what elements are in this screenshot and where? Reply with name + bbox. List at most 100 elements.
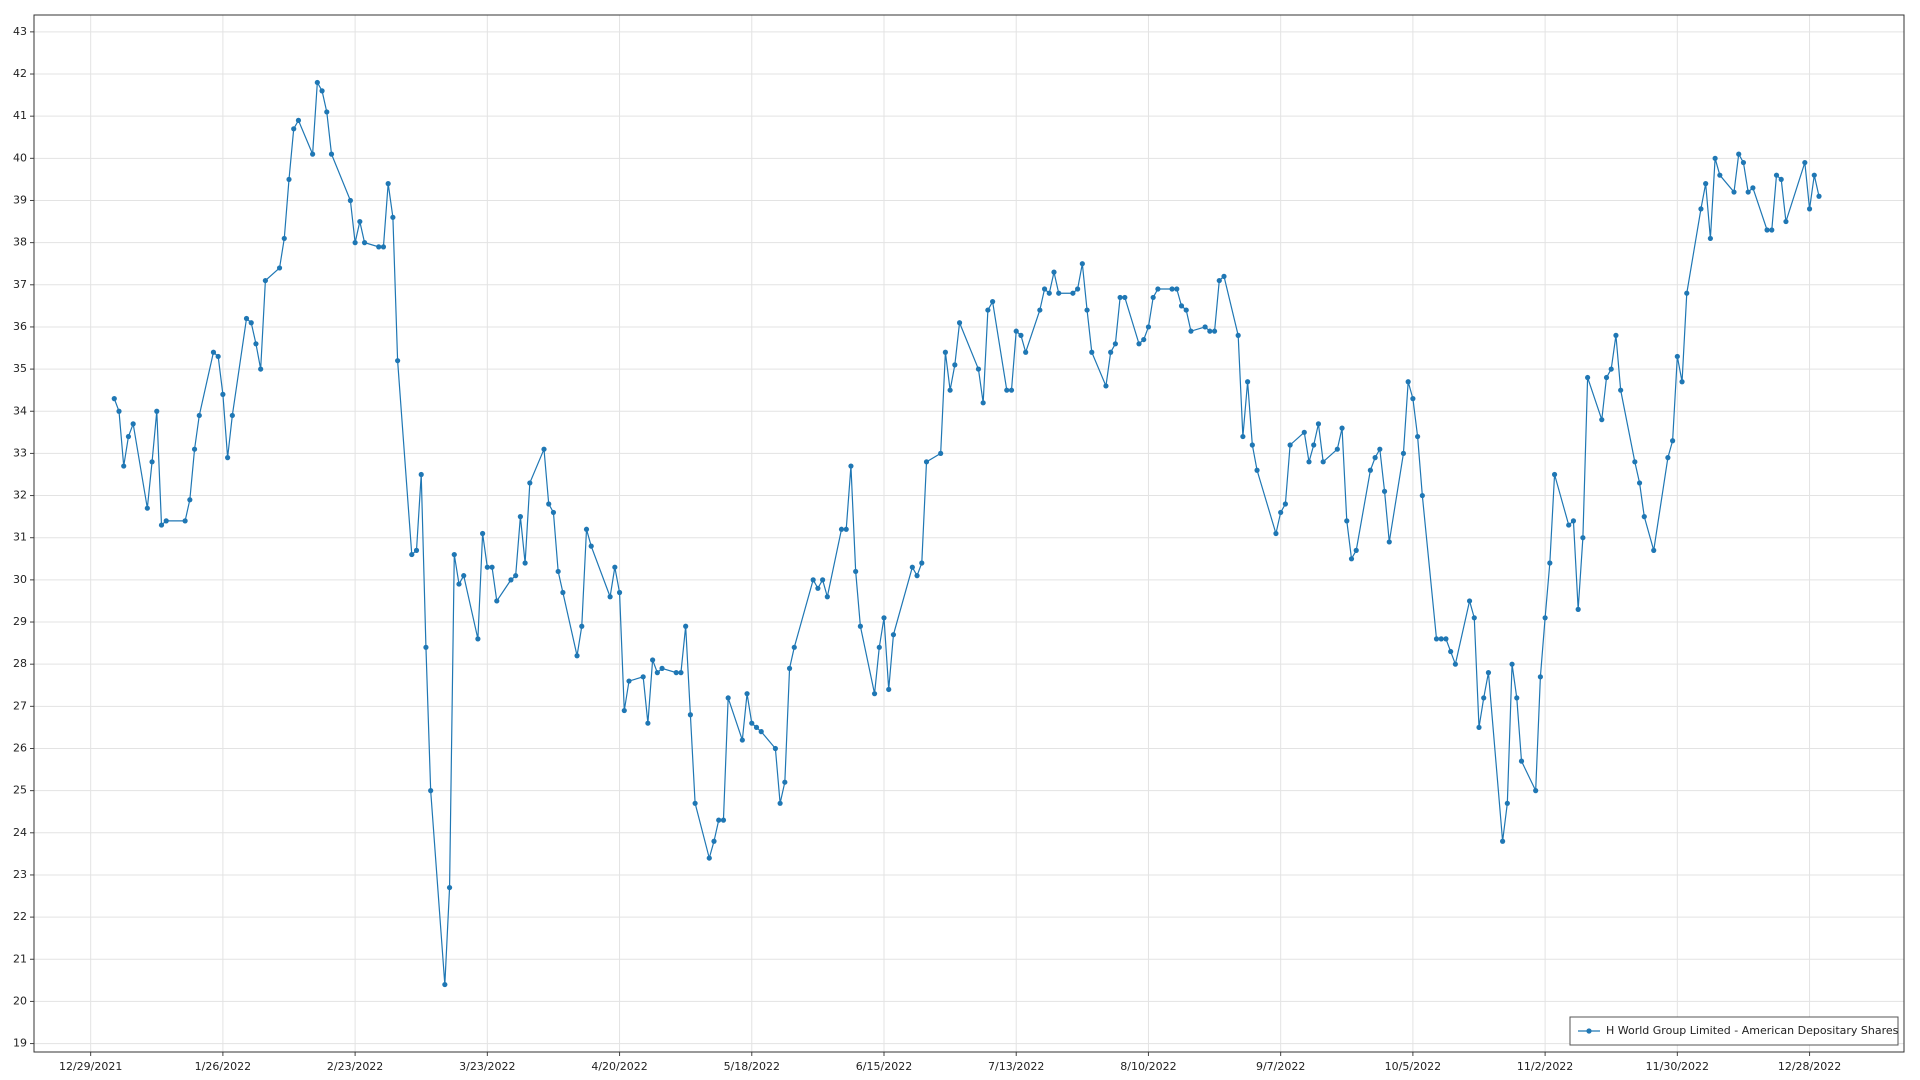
data-point	[706, 855, 712, 861]
data-point	[319, 88, 325, 94]
data-point	[1089, 349, 1095, 355]
data-point	[1315, 421, 1322, 427]
data-point	[1712, 155, 1718, 161]
data-point	[489, 564, 495, 570]
data-point	[347, 197, 353, 204]
data-point	[820, 577, 826, 583]
data-point	[758, 729, 764, 735]
data-point	[121, 463, 127, 469]
data-point	[409, 551, 415, 558]
data-point	[1122, 294, 1128, 301]
data-point	[1679, 379, 1685, 385]
data-point	[1481, 695, 1487, 701]
data-point	[1731, 189, 1737, 195]
data-point	[154, 408, 160, 414]
data-point	[1533, 788, 1539, 794]
data-point	[616, 589, 623, 596]
data-point	[1282, 501, 1288, 507]
data-point	[791, 644, 797, 650]
x-tick-label: 4/20/2022	[591, 1060, 647, 1073]
data-point	[1509, 661, 1515, 667]
data-point	[1476, 724, 1482, 731]
y-tick-label: 19	[13, 1037, 27, 1050]
data-point	[1613, 332, 1619, 338]
data-point	[1415, 433, 1421, 440]
data-point	[484, 564, 490, 570]
data-point	[286, 176, 292, 183]
data-point	[678, 670, 684, 676]
data-point	[1136, 341, 1142, 347]
y-tick-label: 34	[13, 404, 27, 417]
data-point	[881, 615, 887, 621]
data-point	[886, 686, 892, 693]
data-point	[550, 509, 557, 516]
x-tick-label: 7/13/2022	[988, 1060, 1044, 1073]
data-point	[546, 501, 552, 507]
data-point	[1575, 606, 1581, 612]
data-point	[314, 79, 320, 86]
data-point	[1405, 379, 1411, 385]
data-point	[810, 577, 816, 583]
data-point	[324, 109, 330, 115]
data-point	[1202, 324, 1208, 330]
y-tick-label: 42	[13, 67, 27, 80]
data-point	[187, 497, 193, 503]
data-point	[1273, 530, 1279, 537]
y-tick-label: 28	[13, 657, 27, 670]
data-point	[1150, 294, 1156, 301]
data-point	[1566, 522, 1572, 528]
data-point	[380, 244, 387, 250]
data-point	[1698, 206, 1704, 212]
data-point	[1580, 535, 1586, 541]
data-point	[574, 653, 580, 659]
data-point	[654, 670, 660, 676]
data-point	[1608, 366, 1614, 372]
data-point	[1306, 459, 1312, 465]
data-point	[890, 632, 897, 638]
data-point	[612, 564, 618, 570]
data-point	[555, 568, 561, 575]
data-point	[985, 307, 991, 313]
data-point	[1651, 547, 1657, 553]
x-tick-label: 9/7/2022	[1256, 1060, 1305, 1073]
data-point	[262, 277, 268, 284]
y-tick-label: 24	[13, 826, 27, 839]
data-point	[1249, 442, 1255, 448]
data-point	[1618, 387, 1624, 393]
data-point	[1551, 471, 1558, 478]
y-tick-label: 22	[13, 910, 27, 923]
x-tick-label: 5/18/2022	[724, 1060, 780, 1073]
data-point	[1344, 518, 1350, 524]
x-tick-label: 11/2/2022	[1517, 1060, 1573, 1073]
data-point	[352, 240, 358, 246]
data-point	[843, 526, 849, 532]
data-point	[1386, 539, 1392, 545]
y-tick-label: 39	[13, 193, 27, 206]
data-point	[1778, 176, 1784, 183]
data-point	[1211, 328, 1218, 334]
legend-marker	[1586, 1028, 1592, 1034]
data-point	[442, 981, 448, 988]
x-tick-label: 3/23/2022	[459, 1060, 515, 1073]
data-point	[182, 518, 188, 524]
data-point	[1443, 636, 1449, 642]
data-point	[1764, 227, 1770, 233]
data-point	[1599, 417, 1605, 423]
data-point	[1518, 758, 1525, 764]
data-point	[1174, 286, 1180, 292]
data-point	[413, 547, 420, 553]
data-point	[1353, 547, 1359, 553]
data-point	[480, 530, 486, 537]
data-point	[1736, 151, 1742, 157]
data-point	[1084, 307, 1090, 313]
data-point	[253, 341, 259, 347]
data-point	[857, 623, 863, 629]
legend-label: H World Group Limited - American Deposit…	[1606, 1024, 1899, 1037]
data-point	[720, 817, 727, 823]
data-point	[248, 320, 254, 326]
data-point	[1254, 467, 1260, 473]
data-point	[1339, 425, 1345, 431]
data-point	[1381, 488, 1388, 494]
data-point	[1400, 450, 1407, 457]
